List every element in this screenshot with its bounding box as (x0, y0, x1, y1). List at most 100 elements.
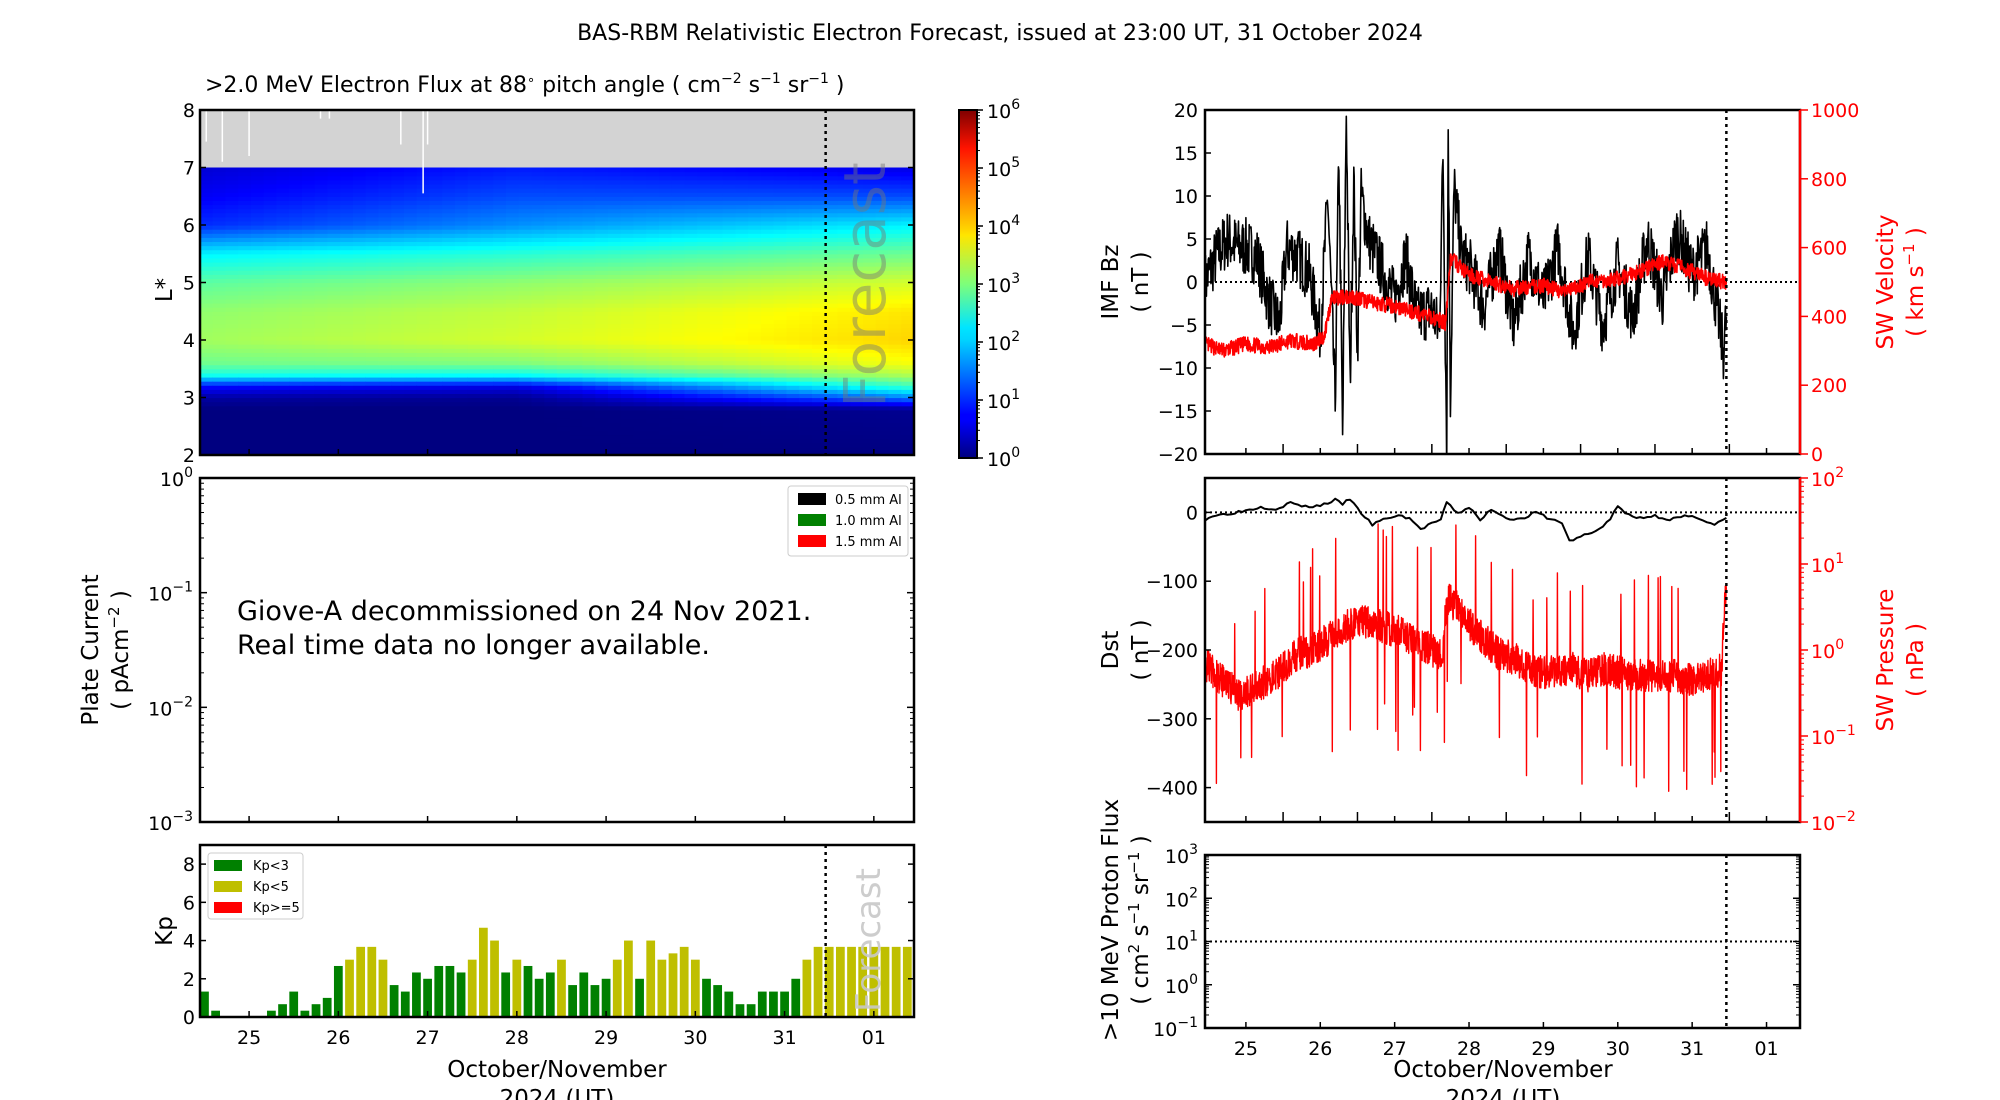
heatmap-cell (378, 430, 392, 436)
heatmap-cell (901, 233, 914, 238)
heatmap-cell (225, 303, 239, 308)
heatmap-cell (875, 270, 890, 275)
heatmap-cell (531, 405, 545, 411)
heatmap-cell (875, 405, 890, 411)
heatmap-cell (416, 200, 431, 206)
heatmap-cell (748, 340, 762, 345)
heatmap-cell (710, 245, 724, 251)
heatmap-cell (786, 323, 800, 329)
heatmap-cell (722, 409, 737, 415)
heatmap-cell (251, 261, 265, 267)
heatmap-cell (582, 286, 596, 292)
heatmap-cell (212, 266, 227, 271)
heatmap-cell (608, 368, 622, 374)
heatmap-cell (302, 208, 316, 214)
heatmap-cell (799, 401, 813, 407)
heatmap-cell (416, 266, 431, 271)
heatmap-cell (608, 303, 622, 308)
heatmap-cell (671, 216, 686, 222)
heatmap-cell (429, 225, 443, 230)
heatmap-cell (582, 430, 596, 436)
heatmap-cell (697, 266, 711, 271)
heatmap-cell (812, 261, 826, 267)
heatmap-cell (659, 253, 673, 259)
heatmap-cell (238, 413, 252, 419)
heatmap-cell (365, 385, 380, 390)
heatmap-cell (837, 175, 851, 181)
heatmap-cell (557, 368, 571, 374)
heatmap-cell (710, 261, 724, 267)
heatmap-cell (646, 327, 660, 333)
heatmap-cell (582, 327, 596, 333)
heatmap-cell (314, 208, 329, 214)
heatmap-cell (391, 183, 405, 189)
heatmap-cell (671, 434, 686, 440)
heatmap-cell (671, 405, 686, 411)
heatmap-cell (429, 344, 443, 349)
heatmap-cell (314, 212, 329, 218)
heatmap-cell (378, 405, 392, 411)
heatmap-cell (557, 266, 571, 271)
heatmap-cell (824, 237, 839, 243)
heatmap-cell (901, 364, 914, 370)
heatmap-cell (353, 188, 367, 193)
heatmap-cell (518, 167, 533, 173)
heatmap-cell (646, 196, 660, 201)
heatmap-cell (646, 307, 660, 312)
heatmap-cell (493, 401, 507, 407)
heatmap-cell (837, 298, 851, 304)
kp-legend: Kp<3 Kp<5 Kp>=5 (207, 852, 304, 920)
heatmap-cell (365, 418, 380, 423)
heatmap-cell (391, 175, 405, 181)
heatmap-cell (582, 422, 596, 427)
heatmap-cell (710, 196, 724, 201)
heatmap-cell (276, 303, 290, 308)
heatmap-cell (404, 413, 418, 419)
heatmap-cell (697, 331, 711, 337)
heatmap-cell (429, 422, 443, 427)
heatmap-cell (671, 183, 686, 189)
heatmap-cell (391, 442, 405, 448)
heatmap-cell (506, 257, 520, 263)
heatmap-cell (531, 241, 545, 247)
heatmap-cell (722, 245, 737, 251)
kp-bar (568, 985, 577, 1017)
heatmap-cell (761, 422, 775, 427)
heatmap-cell (480, 368, 494, 374)
heatmap-cell (812, 409, 826, 415)
heatmap-cell (327, 409, 341, 415)
heatmap-cell (901, 372, 914, 378)
heatmap-cell (569, 204, 584, 210)
heatmap-cell (595, 167, 609, 173)
heatmap-cell (365, 282, 380, 288)
heatmap-cell (289, 249, 303, 255)
heatmap-cell (429, 208, 443, 214)
heatmap-cell (263, 311, 278, 316)
heatmap-cell (633, 385, 647, 390)
heatmap-cell (799, 225, 813, 230)
heatmap-cell (786, 303, 800, 308)
heatmap-cell (506, 352, 520, 358)
y-tick-label: 0 (183, 1007, 195, 1029)
x-tick-label: 26 (326, 1027, 350, 1049)
heatmap-cell (251, 290, 265, 296)
heatmap-cell (212, 253, 227, 259)
heatmap-cell (506, 381, 520, 386)
heatmap-cell (340, 270, 354, 275)
heatmap-cell (710, 356, 724, 362)
heatmap-cell (263, 422, 278, 427)
heatmap-cell (582, 348, 596, 353)
heatmap-cell (863, 352, 877, 358)
heatmap-cell (595, 253, 609, 259)
heatmap-cell (276, 385, 290, 390)
heatmap-cell (404, 303, 418, 308)
heatmap-cell (671, 179, 686, 185)
y2-tick-label: 600 (1811, 238, 1847, 260)
heatmap-cell (748, 311, 762, 316)
heatmap-cell (569, 397, 584, 403)
heatmap-cell (506, 216, 520, 222)
heatmap-cell (442, 393, 456, 399)
heatmap-cell (493, 241, 507, 247)
heatmap-cell (225, 397, 239, 403)
heatmap-cell (569, 212, 584, 218)
